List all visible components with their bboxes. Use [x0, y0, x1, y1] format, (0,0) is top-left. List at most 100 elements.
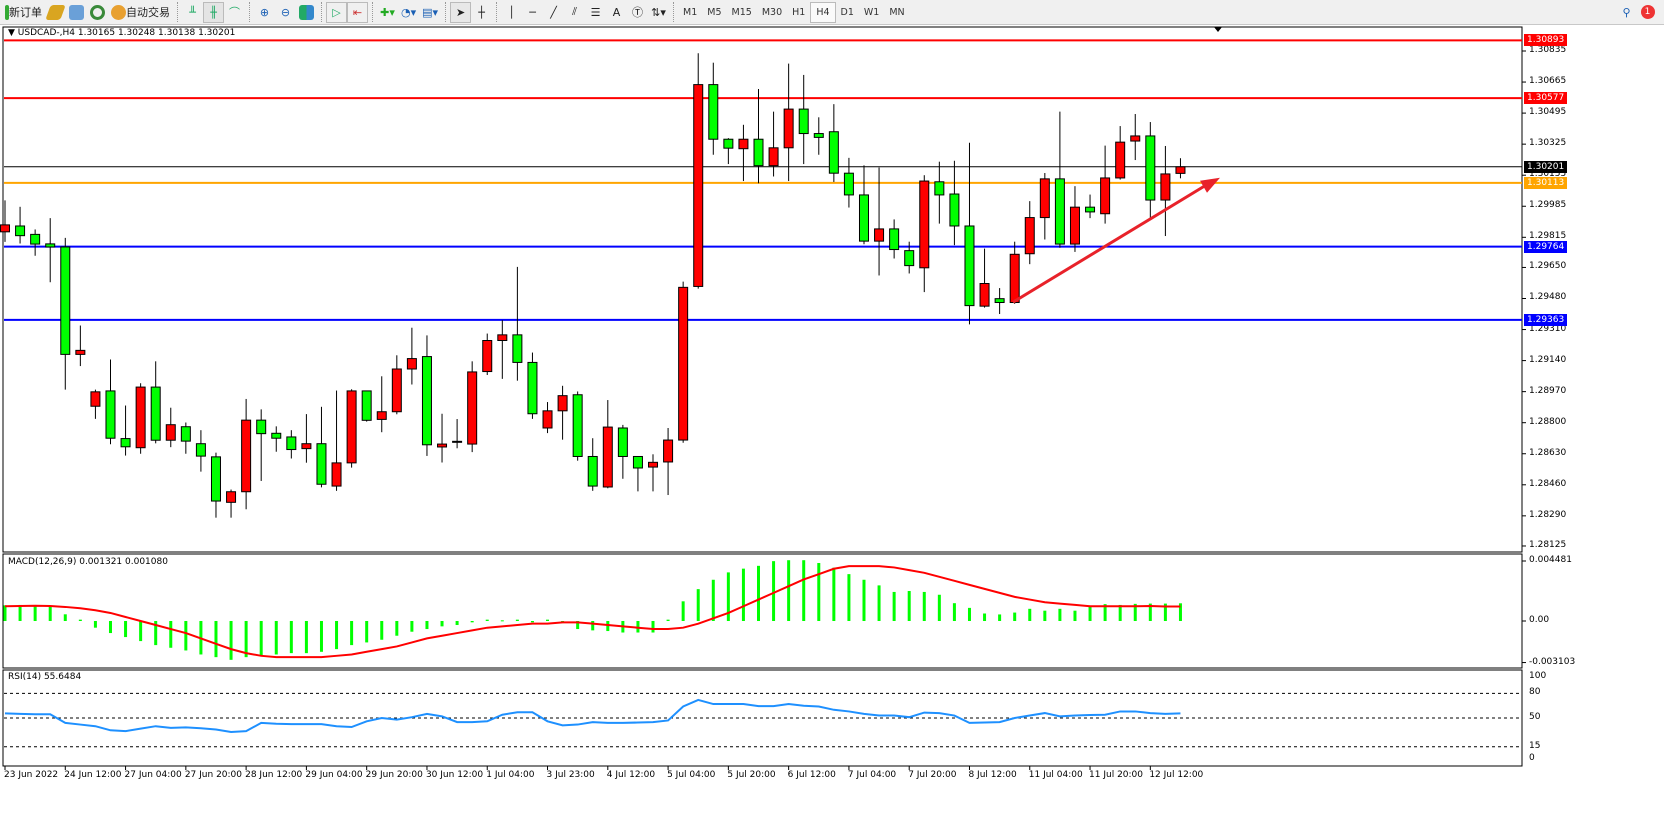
- macd-histogram-bar: [983, 613, 987, 621]
- timeframe-m15[interactable]: M15: [731, 6, 752, 18]
- macd-histogram-bar: [350, 621, 354, 646]
- macd-tick-label: -0.003103: [1529, 656, 1576, 667]
- auto-scroll-button[interactable]: ▷: [326, 1, 347, 23]
- text-button[interactable]: A: [606, 2, 627, 23]
- signals-button[interactable]: [87, 2, 108, 23]
- text-label-icon: Ⓣ: [632, 6, 644, 19]
- time-label: 5 Jul 20:00: [727, 770, 776, 780]
- price-tick-label: 1.30495: [1529, 107, 1567, 118]
- notification-button[interactable]: 1: [1637, 2, 1658, 23]
- macd-histogram-bar: [259, 621, 263, 656]
- zoom-in-button[interactable]: ⊕: [254, 2, 275, 23]
- bear-candle: [120, 438, 131, 448]
- price-tick-label: 1.30325: [1529, 138, 1567, 149]
- trend-arrow-head-icon: [1200, 177, 1220, 193]
- price-tick-label: 1.28290: [1529, 509, 1567, 520]
- macd-histogram-bar: [229, 621, 233, 660]
- bull-candle: [663, 439, 674, 463]
- chart-shift-icon: ⇤: [352, 5, 363, 19]
- bar-chart-button[interactable]: ╨: [182, 2, 203, 23]
- time-label: 29 Jun 20:00: [365, 770, 423, 780]
- arrows-button[interactable]: ⇅▾: [648, 2, 669, 23]
- price-tick-label: 1.29815: [1529, 231, 1567, 242]
- new-order-icon: [5, 4, 9, 20]
- bar-chart-icon: ╨: [189, 5, 196, 19]
- trendline-button[interactable]: ╱: [543, 2, 564, 23]
- macd-histogram-bar: [757, 565, 760, 621]
- fibonacci-button[interactable]: ⫽: [564, 2, 585, 23]
- chart-shift-button[interactable]: ⇤: [347, 1, 368, 23]
- bear-candle: [858, 194, 869, 242]
- chart-canvas[interactable]: [0, 26, 1664, 786]
- bull-candle: [979, 283, 990, 307]
- gold-button[interactable]: [45, 2, 66, 23]
- search-button[interactable]: ⚲: [1616, 2, 1637, 23]
- chart-window[interactable]: ▼ USDCAD-,H4 1.30165 1.30248 1.30138 1.3…: [0, 26, 1664, 786]
- separator: [249, 2, 250, 22]
- time-label: 7 Jul 20:00: [908, 770, 957, 780]
- macd-histogram-bar: [967, 607, 971, 621]
- timeframe-h1[interactable]: H1: [792, 6, 806, 18]
- auto-trading-button[interactable]: 自动交易: [108, 2, 173, 23]
- time-label: 8 Jul 12:00: [968, 770, 1017, 780]
- auto-trading-icon: [111, 4, 126, 20]
- bull-candle: [1175, 166, 1186, 174]
- macd-histogram-bar: [892, 591, 896, 621]
- fibo-levels-icon: ☰: [590, 5, 601, 19]
- timeframe-m1[interactable]: M1: [683, 6, 698, 18]
- bear-candle: [256, 419, 267, 435]
- crosshair-button[interactable]: ┼: [471, 2, 492, 23]
- timeframe-w1[interactable]: W1: [863, 6, 880, 18]
- macd-histogram-bar: [741, 568, 745, 621]
- line-chart-button[interactable]: ⌒: [224, 2, 245, 23]
- bull-candle: [738, 138, 749, 150]
- bear-candle: [1054, 178, 1065, 245]
- horizontal-line-button[interactable]: ─: [522, 2, 543, 23]
- tile-windows-button[interactable]: [296, 2, 317, 23]
- time-label: 24 Jun 12:00: [64, 770, 122, 780]
- signals-icon: [90, 4, 105, 20]
- time-label: 27 Jun 04:00: [124, 770, 182, 780]
- timeframe-h4[interactable]: H4: [810, 1, 836, 23]
- timeframe-d1[interactable]: D1: [840, 6, 854, 18]
- periods-button[interactable]: ◔▾: [398, 2, 419, 23]
- bull-candle: [391, 368, 402, 413]
- macd-histogram-bar: [591, 621, 595, 631]
- price-tick-label: 1.30155: [1529, 169, 1567, 180]
- price-tick-label: 1.29140: [1529, 354, 1567, 365]
- bull-candle: [135, 386, 146, 449]
- market-watch-button[interactable]: [66, 2, 87, 23]
- bear-candle: [964, 225, 975, 307]
- bull-candle: [1130, 135, 1141, 142]
- macd-histogram-bar: [108, 621, 112, 634]
- macd-pane-frame: [2, 553, 1523, 669]
- add-indicator-button[interactable]: ✚▾: [377, 2, 398, 23]
- cursor-button[interactable]: ➤: [450, 1, 472, 23]
- zoom-out-button[interactable]: ⊖: [275, 2, 296, 23]
- macd-histogram-bar: [530, 621, 534, 623]
- zoom-out-icon: ⊖: [280, 5, 291, 19]
- fibonacci-icon: ⫽: [572, 5, 577, 18]
- macd-histogram-bar: [998, 614, 1002, 621]
- timeframe-m5[interactable]: M5: [707, 6, 722, 18]
- templates-button[interactable]: ▤▾: [419, 2, 441, 23]
- macd-histogram-bar: [365, 621, 369, 643]
- bull-candle: [437, 443, 448, 448]
- bear-candle: [512, 334, 523, 363]
- rsi-line: [4, 698, 1181, 733]
- vertical-line-button[interactable]: │: [501, 2, 522, 23]
- price-tick-label: 1.29480: [1529, 292, 1567, 303]
- trend-arrow-line: [1012, 184, 1206, 304]
- macd-histogram-bar: [440, 621, 444, 627]
- macd-signal-line: [4, 565, 1181, 659]
- timeframe-m30[interactable]: M30: [761, 6, 783, 18]
- price-tick-label: 1.28630: [1529, 447, 1567, 458]
- macd-histogram-bar: [18, 604, 22, 621]
- fibo-levels-button[interactable]: ☰: [585, 2, 606, 23]
- bear-candle: [632, 455, 643, 469]
- new-order-button[interactable]: 新订单: [2, 2, 45, 23]
- text-label-button[interactable]: Ⓣ: [627, 2, 648, 23]
- timeframe-mn[interactable]: MN: [889, 6, 905, 18]
- candle-chart-button[interactable]: ╫: [203, 1, 224, 23]
- macd-histogram-bar: [335, 621, 339, 650]
